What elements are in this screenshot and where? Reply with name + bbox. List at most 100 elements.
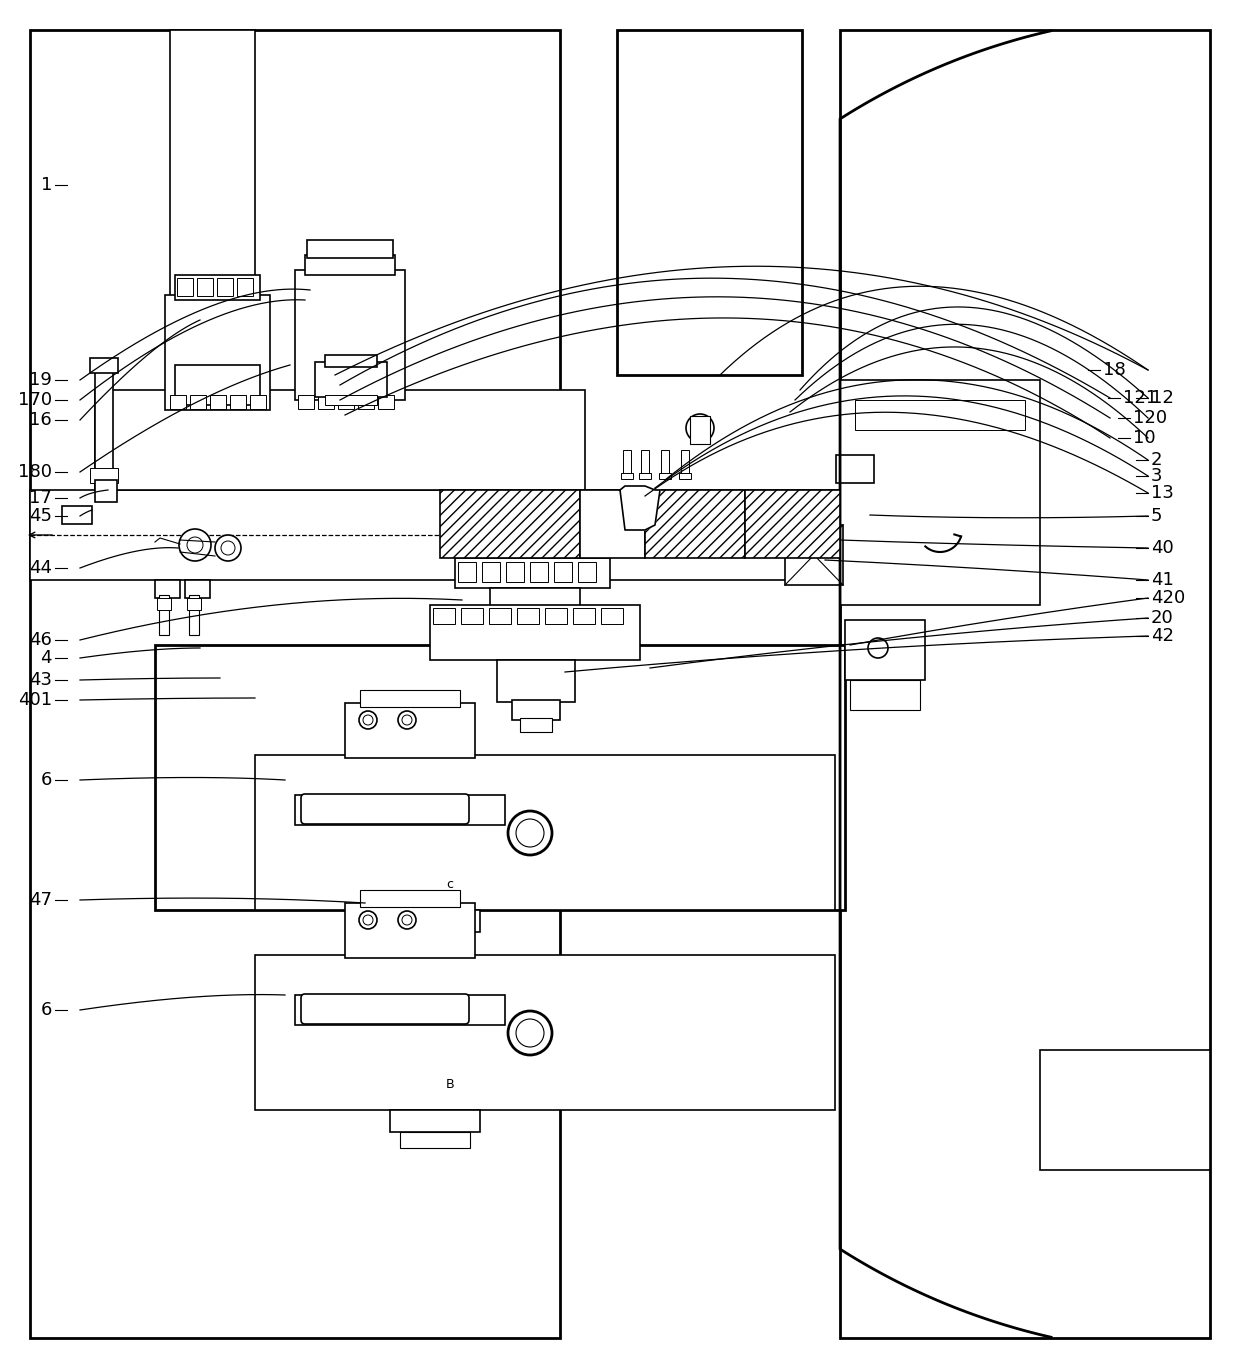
Bar [175,365,260,405]
Bar [433,607,455,624]
Bar [177,278,193,295]
Circle shape [363,715,373,725]
Bar [217,278,233,295]
Circle shape [508,811,552,855]
Text: 40: 40 [1151,539,1174,557]
Bar [358,395,374,409]
Bar [155,644,844,910]
Bar [317,395,334,409]
Bar [401,1131,470,1148]
Bar [517,658,552,673]
Bar [185,580,210,598]
Text: 43: 43 [29,670,52,689]
Bar [165,295,270,410]
Bar [30,490,839,580]
Bar [461,607,484,624]
Bar [237,278,253,295]
Bar [345,903,475,958]
Circle shape [221,540,236,555]
Bar [339,395,353,409]
Text: 3: 3 [1151,466,1163,486]
Text: 17: 17 [29,488,52,508]
Bar [391,910,480,932]
Bar [601,607,622,624]
Bar [391,1109,480,1131]
Bar [250,395,267,409]
Bar [839,30,1210,1338]
Bar [836,456,874,483]
Bar [1040,1051,1210,1170]
Bar [497,659,575,702]
Bar [490,588,580,620]
Bar [295,995,505,1025]
Bar [680,473,691,479]
Bar [520,718,552,732]
Bar [305,254,396,275]
Circle shape [215,535,241,561]
Bar [849,680,920,710]
Bar [159,595,169,635]
Bar [62,506,92,524]
Text: 1: 1 [41,176,52,194]
Bar [378,395,394,409]
Text: 41: 41 [1151,570,1174,590]
Circle shape [187,538,203,553]
Bar [315,363,387,397]
Circle shape [516,819,544,847]
Text: 4: 4 [41,648,52,668]
Circle shape [692,420,708,436]
Bar [187,598,201,610]
Bar [529,562,548,581]
Bar [91,358,118,373]
Bar [325,356,377,367]
Bar [661,450,670,477]
Bar [170,30,255,375]
Circle shape [398,711,415,729]
Bar [170,395,186,409]
Circle shape [363,915,373,925]
Text: 180: 180 [19,462,52,482]
Text: 120: 120 [1133,409,1167,427]
Circle shape [360,711,377,729]
Polygon shape [620,486,660,529]
Bar [506,562,525,581]
Circle shape [686,415,714,442]
Bar [440,490,580,558]
Circle shape [398,911,415,929]
Text: 6: 6 [41,1001,52,1019]
Bar [681,450,689,477]
Text: c: c [446,878,454,892]
Text: 18: 18 [1104,361,1126,379]
Bar [295,269,405,399]
Bar [95,360,113,490]
Bar [298,395,314,409]
Bar [745,490,839,558]
Bar [458,562,476,581]
Text: 12: 12 [1151,389,1174,408]
Text: 13: 13 [1151,484,1174,502]
Bar [546,607,567,624]
Bar [578,562,596,581]
Text: 2: 2 [1151,451,1163,469]
Text: 6: 6 [41,772,52,789]
Bar [517,607,539,624]
Circle shape [360,911,377,929]
Circle shape [508,1011,552,1055]
FancyBboxPatch shape [301,793,469,824]
Bar [155,580,180,598]
Bar [580,490,645,558]
Bar [839,380,1040,605]
Bar [345,703,475,758]
FancyBboxPatch shape [301,995,469,1025]
Bar [190,395,206,409]
Bar [255,755,835,910]
Bar [641,450,649,477]
Circle shape [516,1019,544,1047]
Circle shape [868,637,888,658]
Text: B: B [445,1078,454,1092]
Bar [507,620,562,658]
Bar [856,399,1025,430]
Circle shape [402,715,412,725]
Text: 45: 45 [29,508,52,525]
Text: 47: 47 [29,891,52,908]
